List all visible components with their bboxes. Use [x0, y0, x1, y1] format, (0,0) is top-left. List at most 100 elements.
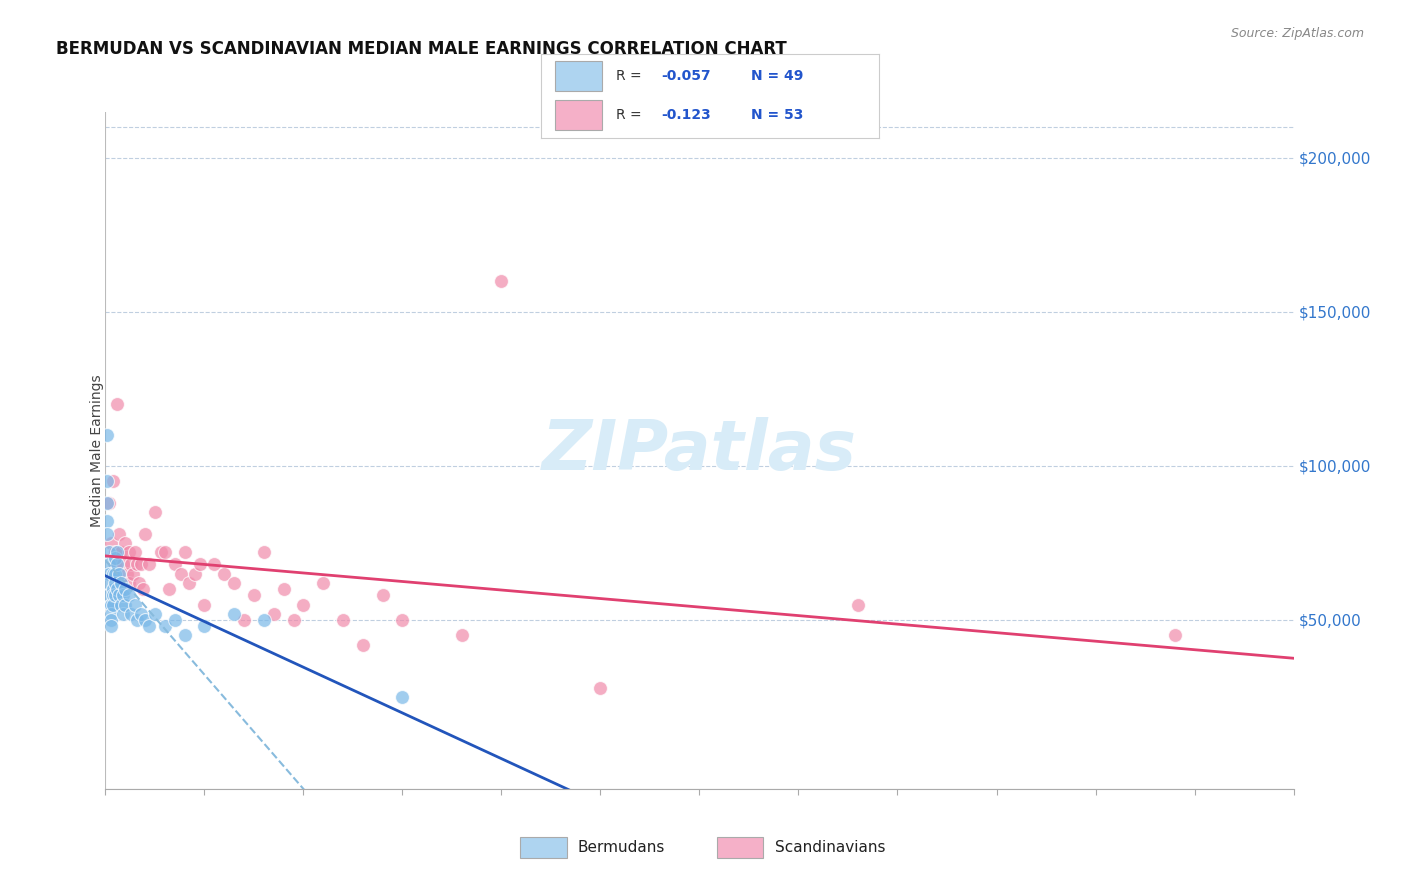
Point — [149, 545, 172, 559]
Point — [292, 598, 315, 612]
Point — [100, 536, 122, 550]
Point — [100, 613, 122, 627]
Point — [98, 588, 121, 602]
Point — [173, 545, 195, 559]
Point — [224, 576, 246, 591]
Point — [100, 607, 122, 621]
Point — [120, 558, 142, 572]
Text: R =: R = — [616, 70, 645, 83]
Point — [143, 505, 166, 519]
Point — [105, 545, 128, 559]
Point — [134, 613, 156, 627]
Point — [105, 397, 128, 411]
Point — [183, 566, 205, 581]
Point — [127, 558, 149, 572]
Y-axis label: Median Male Earnings: Median Male Earnings — [90, 374, 104, 527]
Point — [100, 598, 122, 612]
Point — [103, 598, 125, 612]
Point — [103, 566, 125, 581]
Point — [332, 613, 354, 627]
Point — [253, 613, 276, 627]
Point — [273, 582, 295, 596]
Point — [114, 536, 136, 550]
Point — [312, 576, 335, 591]
Point — [214, 566, 236, 581]
Text: ZIPatlas: ZIPatlas — [541, 417, 858, 484]
Bar — [555, 62, 602, 91]
Text: Scandinavians: Scandinavians — [775, 840, 886, 855]
Point — [104, 545, 127, 559]
Point — [96, 526, 118, 541]
Point — [138, 619, 160, 633]
Text: Bermudans: Bermudans — [578, 840, 665, 855]
Point — [104, 566, 127, 581]
Point — [233, 613, 256, 627]
Text: N = 53: N = 53 — [751, 109, 803, 122]
Point — [157, 582, 180, 596]
Point — [177, 576, 200, 591]
Text: Source: ZipAtlas.com: Source: ZipAtlas.com — [1230, 27, 1364, 40]
Point — [243, 588, 266, 602]
Point — [114, 582, 136, 596]
Point — [170, 566, 193, 581]
Point — [115, 566, 138, 581]
Text: -0.057: -0.057 — [661, 70, 710, 83]
Point — [98, 576, 121, 591]
Point — [352, 638, 374, 652]
Point — [224, 607, 246, 621]
Point — [193, 598, 215, 612]
Text: BERMUDAN VS SCANDINAVIAN MEDIAN MALE EARNINGS CORRELATION CHART: BERMUDAN VS SCANDINAVIAN MEDIAN MALE EAR… — [56, 40, 787, 58]
Point — [153, 619, 176, 633]
Point — [391, 690, 413, 704]
Point — [96, 496, 118, 510]
Point — [129, 558, 152, 572]
Point — [104, 558, 127, 572]
Point — [589, 681, 612, 695]
Point — [110, 545, 132, 559]
Point — [104, 588, 127, 602]
Point — [124, 545, 146, 559]
Point — [96, 475, 118, 489]
Point — [105, 582, 128, 596]
Point — [134, 526, 156, 541]
Point — [1164, 628, 1187, 642]
Point — [129, 607, 152, 621]
Point — [202, 558, 225, 572]
Point — [163, 613, 186, 627]
Text: -0.123: -0.123 — [661, 109, 711, 122]
Point — [846, 598, 869, 612]
Point — [491, 274, 513, 288]
Point — [110, 576, 132, 591]
Text: R =: R = — [616, 109, 645, 122]
Point — [103, 582, 125, 596]
Point — [128, 576, 150, 591]
Point — [108, 588, 131, 602]
Point — [103, 475, 125, 489]
Point — [118, 545, 141, 559]
Point — [163, 558, 186, 572]
Point — [105, 558, 128, 572]
Point — [108, 566, 131, 581]
Point — [118, 576, 141, 591]
Point — [104, 551, 127, 566]
Point — [112, 588, 135, 602]
Point — [100, 619, 122, 633]
Point — [371, 588, 394, 602]
Point — [132, 582, 155, 596]
Point — [98, 496, 121, 510]
Point — [104, 576, 127, 591]
Point — [96, 428, 118, 442]
Point — [96, 514, 118, 528]
Point — [143, 607, 166, 621]
Point — [153, 545, 176, 559]
Point — [283, 613, 305, 627]
Point — [138, 558, 160, 572]
Point — [112, 558, 135, 572]
Point — [173, 628, 195, 642]
Point — [253, 545, 276, 559]
Point — [122, 566, 145, 581]
Point — [193, 619, 215, 633]
Point — [100, 598, 122, 612]
Point — [120, 607, 142, 621]
Point — [112, 607, 135, 621]
